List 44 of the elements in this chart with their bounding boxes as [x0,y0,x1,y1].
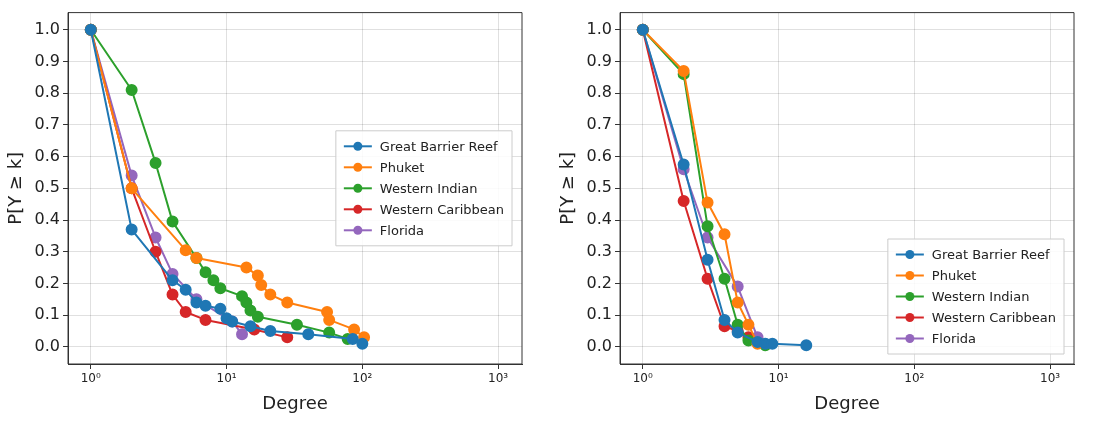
y-tick-label: 0.5 [34,177,61,197]
y-tick-label: 0.7 [34,114,61,134]
y-tick-label: 0.2 [34,272,61,292]
y-tick-label: 0.0 [586,336,613,356]
y-tick-label: 0.8 [34,82,61,102]
y-tick-label: 1.0 [586,18,613,38]
y-tick-label: 0.1 [586,304,613,324]
legend-label: Florida [379,222,425,238]
legend-label: Western Caribbean [379,201,504,217]
x-axis-title: Degree [814,391,880,413]
x-tick-label: 10¹ [768,371,789,386]
y-tick-label: 0.3 [34,240,61,260]
x-tick-label: 10³ [488,371,509,386]
y-tick-label: 0.0 [34,336,61,356]
y-tick-label: 0.4 [34,209,61,229]
y-tick-label: 0.7 [586,114,613,134]
legend-label: Phuket [379,159,425,175]
y-axis-title: P[Y ≥ k] [4,151,26,225]
y-tick-label: 0.9 [586,50,613,70]
x-axis-title: Degree [262,391,328,413]
legend-label: Western Caribbean [931,309,1056,325]
y-tick-label: 0.4 [586,209,613,229]
legend-label: Western Indian [379,180,478,196]
y-tick-label: 1.0 [34,18,61,38]
legend-label: Phuket [931,267,977,283]
legend-label: Florida [931,330,977,346]
y-axis-title: P[Y ≥ k] [556,151,578,225]
y-tick-label: 0.8 [586,82,613,102]
legend-label: Great Barrier Reef [379,138,499,154]
x-tick-label: 10² [904,371,925,386]
x-tick-label: 10² [352,371,373,386]
x-tick-label: 10⁰ [80,371,102,386]
x-tick-label: 10⁰ [632,371,654,386]
y-tick-label: 0.2 [586,272,613,292]
legend-label: Western Indian [931,288,1030,304]
y-tick-label: 0.5 [586,177,613,197]
y-tick-label: 0.9 [34,50,61,70]
y-tick-label: 0.6 [34,145,61,165]
y-tick-label: 0.6 [586,145,613,165]
x-tick-label: 10³ [1040,371,1061,386]
y-tick-label: 0.3 [586,240,613,260]
legend-label: Great Barrier Reef [931,246,1051,262]
x-tick-label: 10¹ [216,371,237,386]
y-tick-label: 0.1 [34,304,61,324]
